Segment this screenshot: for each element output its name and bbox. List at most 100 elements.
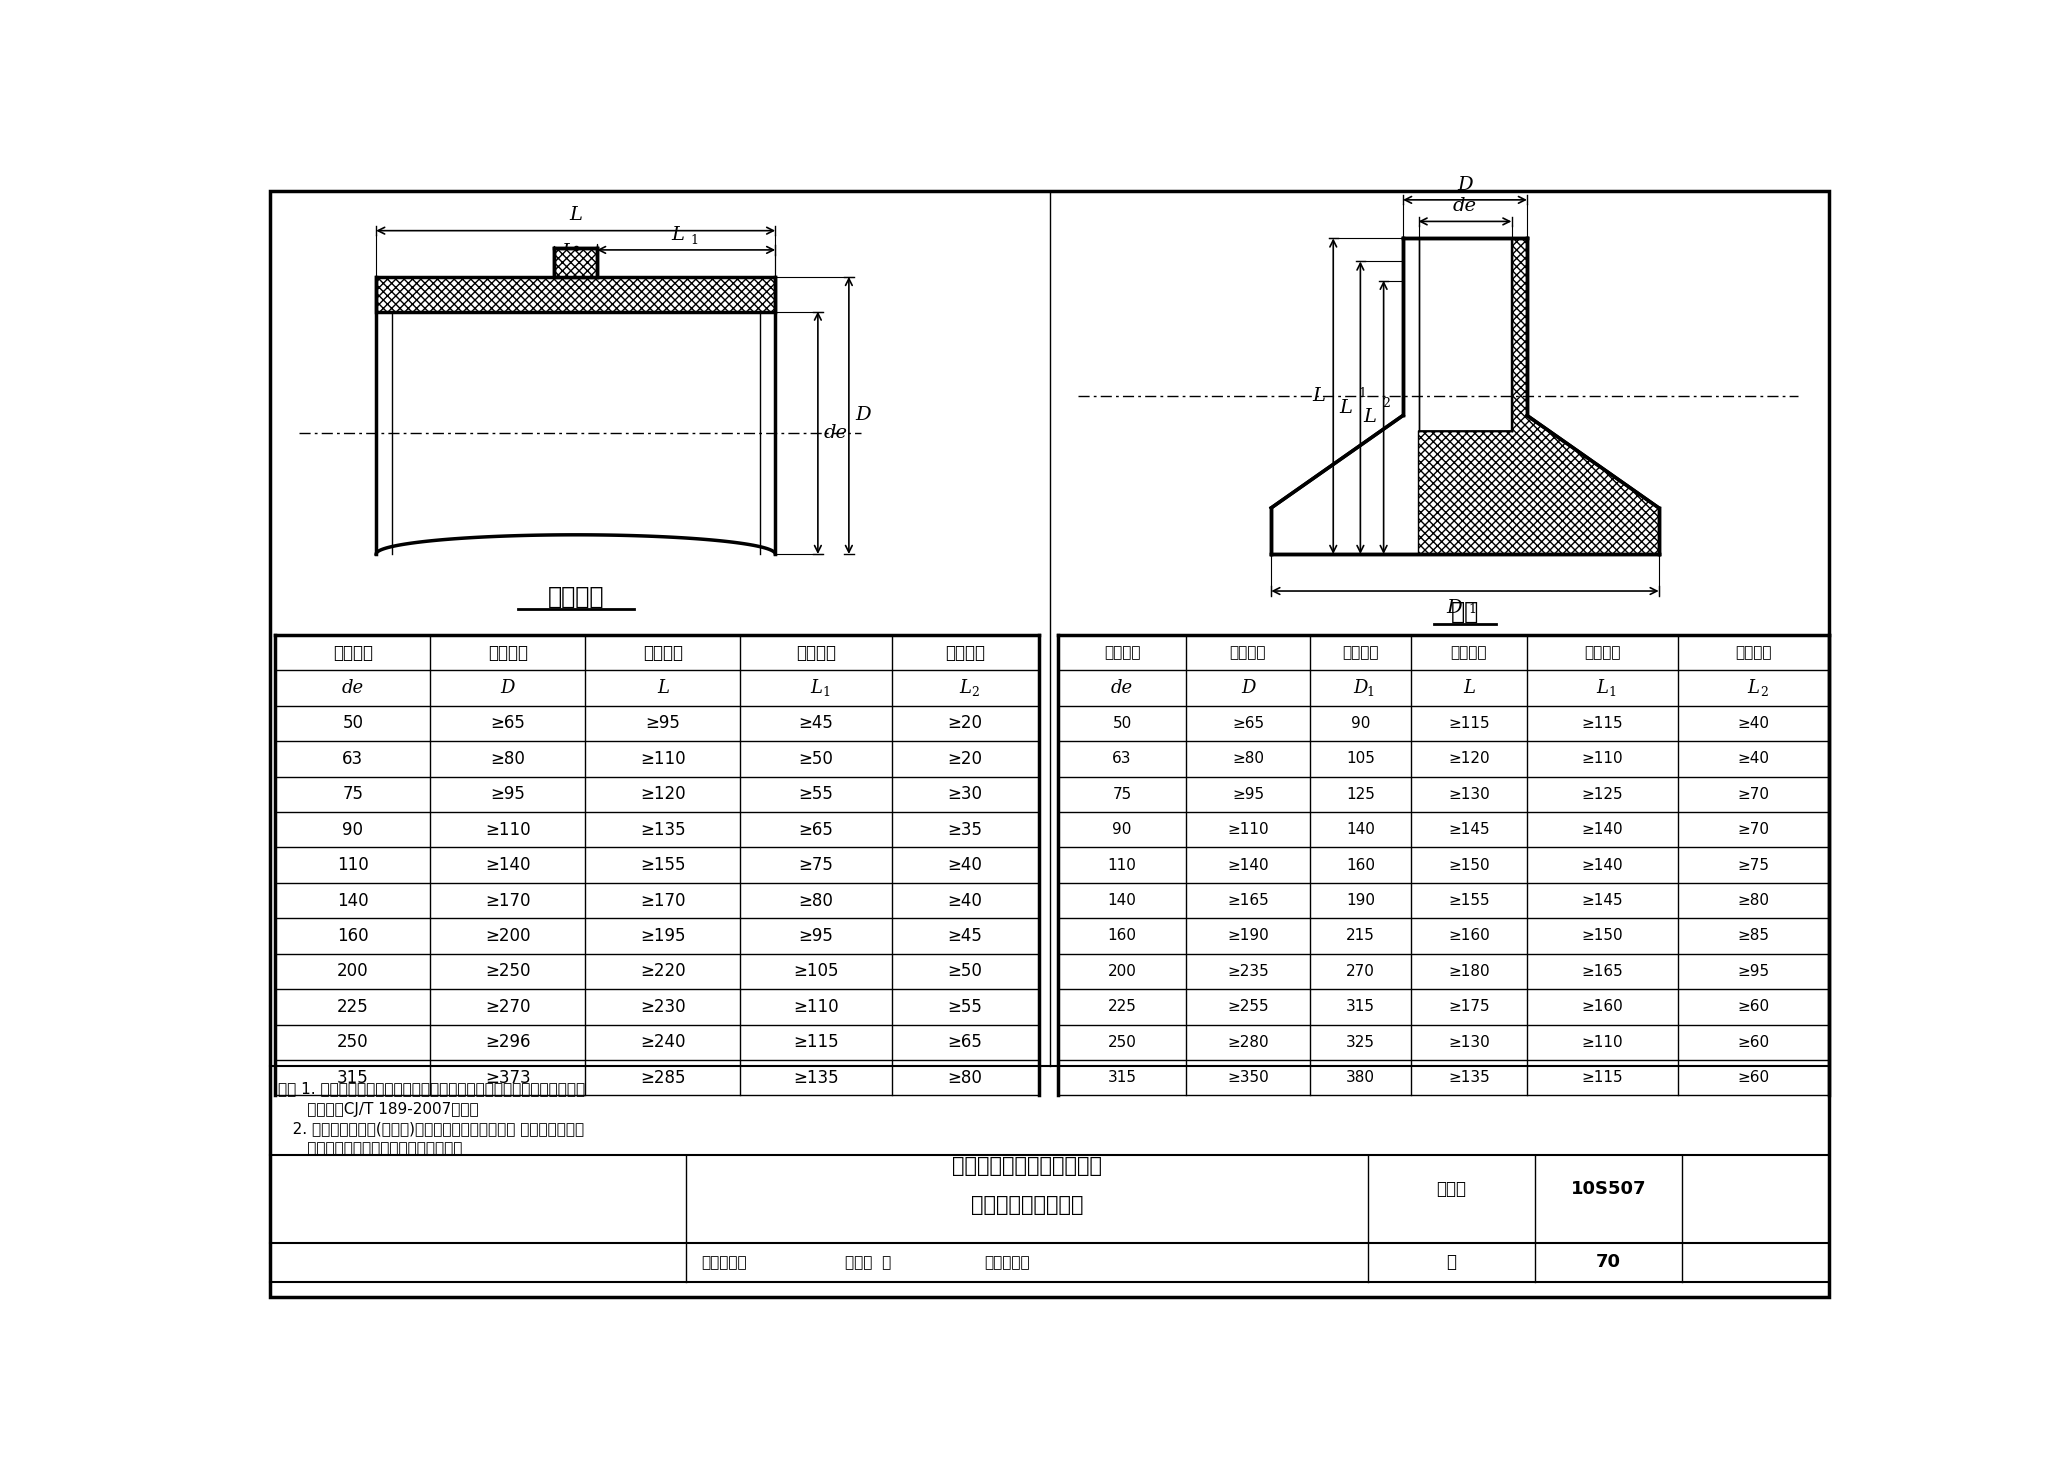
Text: ≥30: ≥30	[948, 785, 983, 803]
Text: ≥160: ≥160	[1581, 999, 1624, 1015]
Text: ≥105: ≥105	[793, 962, 840, 981]
Text: 225: 225	[338, 997, 369, 1016]
Text: ≥200: ≥200	[485, 927, 530, 946]
Text: 管件外径: 管件外径	[1341, 645, 1378, 660]
Text: ≥45: ≥45	[799, 714, 834, 732]
Text: ≥110: ≥110	[1227, 822, 1270, 837]
Text: ≥250: ≥250	[485, 962, 530, 981]
Text: 200: 200	[338, 962, 369, 981]
Text: ≥50: ≥50	[948, 962, 983, 981]
Text: ≥270: ≥270	[485, 997, 530, 1016]
Text: ≥175: ≥175	[1448, 999, 1489, 1015]
Text: ≥145: ≥145	[1448, 822, 1489, 837]
Text: 380: 380	[1346, 1071, 1374, 1086]
Text: 塑料电熴管件（一）: 塑料电熴管件（一）	[971, 1195, 1083, 1215]
Text: de: de	[342, 679, 365, 697]
Text: ≥190: ≥190	[1227, 928, 1270, 944]
Text: 插入深度: 插入深度	[797, 644, 836, 661]
Text: ≥20: ≥20	[948, 714, 983, 732]
Text: ≥75: ≥75	[1737, 857, 1769, 872]
Text: 140: 140	[1346, 822, 1374, 837]
Text: ≥110: ≥110	[1581, 751, 1624, 766]
Text: ≥120: ≥120	[641, 785, 686, 803]
Text: ≥115: ≥115	[1581, 716, 1624, 731]
Text: 插入深度: 插入深度	[1585, 645, 1620, 660]
Text: ≥255: ≥255	[1227, 999, 1270, 1015]
Text: 管件外径: 管件外径	[487, 644, 528, 661]
Text: 75: 75	[1112, 787, 1133, 801]
Text: ≥70: ≥70	[1737, 822, 1769, 837]
Text: ≥140: ≥140	[1227, 857, 1270, 872]
Text: ≥140: ≥140	[485, 856, 530, 873]
Text: ≥155: ≥155	[641, 856, 686, 873]
Text: 1: 1	[1358, 387, 1366, 401]
Text: 63: 63	[1112, 751, 1133, 766]
Text: 公称直径: 公称直径	[334, 644, 373, 661]
Polygon shape	[1419, 239, 1659, 554]
Text: ≥95: ≥95	[1233, 787, 1264, 801]
Text: ≥65: ≥65	[489, 714, 526, 732]
Text: 160: 160	[1346, 857, 1374, 872]
Text: ≥135: ≥135	[793, 1068, 840, 1087]
Text: 2. 钉丝网骨架塑料(聚乙烯)复合管材的参编单位为： 广东东方管业有: 2. 钉丝网骨架塑料(聚乙烯)复合管材的参编单位为： 广东东方管业有	[279, 1121, 584, 1137]
Text: 管件长度: 管件长度	[643, 644, 682, 661]
Text: ≥140: ≥140	[1581, 857, 1624, 872]
Text: 90: 90	[1352, 716, 1370, 731]
Polygon shape	[377, 277, 776, 311]
Text: 审核曲申围: 审核曲申围	[702, 1255, 748, 1270]
Text: ≥35: ≥35	[948, 820, 983, 838]
Text: 50: 50	[1112, 716, 1133, 731]
Text: ≥135: ≥135	[1448, 1071, 1489, 1086]
Text: 215: 215	[1346, 928, 1374, 944]
Text: L: L	[809, 679, 821, 697]
Text: ≥65: ≥65	[948, 1033, 983, 1052]
Text: 250: 250	[1108, 1034, 1137, 1050]
Text: D: D	[856, 407, 870, 424]
Text: 等径直接: 等径直接	[547, 585, 604, 608]
Text: ≥95: ≥95	[489, 785, 526, 803]
Text: 160: 160	[1108, 928, 1137, 944]
Text: ≥125: ≥125	[1581, 787, 1624, 801]
Text: ≥135: ≥135	[641, 820, 686, 838]
Text: 公称直径: 公称直径	[1104, 645, 1141, 660]
Text: ≥110: ≥110	[485, 820, 530, 838]
Text: 图集号: 图集号	[1436, 1180, 1466, 1199]
Text: 250: 250	[338, 1033, 369, 1052]
Text: 校对黄  波: 校对黄 波	[846, 1255, 891, 1270]
Text: L: L	[958, 679, 971, 697]
Text: ≥280: ≥280	[1227, 1034, 1270, 1050]
Text: ≥40: ≥40	[1737, 716, 1769, 731]
Text: ≥55: ≥55	[948, 997, 983, 1016]
Text: 50: 50	[342, 714, 362, 732]
Text: 2: 2	[1759, 686, 1767, 700]
Text: 90: 90	[342, 820, 362, 838]
Text: 105: 105	[1346, 751, 1374, 766]
Text: ≥60: ≥60	[1737, 1034, 1769, 1050]
Text: L: L	[1462, 679, 1475, 697]
Text: 110: 110	[338, 856, 369, 873]
Text: ≥40: ≥40	[1737, 751, 1769, 766]
Text: ≥45: ≥45	[948, 927, 983, 946]
Text: ≥170: ≥170	[641, 891, 686, 909]
Text: 设计吴堂堂: 设计吴堂堂	[985, 1255, 1030, 1270]
Text: 315: 315	[1108, 1071, 1137, 1086]
Text: 1: 1	[690, 234, 698, 247]
Text: 管件外径: 管件外径	[1229, 645, 1266, 660]
Text: ≥110: ≥110	[641, 750, 686, 767]
Text: 注： 1. 本图根据城镇建设行业标准《钉丝网骨架塑料（聚乙烯）复合管材: 注： 1. 本图根据城镇建设行业标准《钉丝网骨架塑料（聚乙烯）复合管材	[279, 1081, 586, 1096]
Text: ≥70: ≥70	[1737, 787, 1769, 801]
Text: ≥65: ≥65	[1233, 716, 1264, 731]
Text: 1: 1	[1610, 686, 1616, 700]
Text: 160: 160	[338, 927, 369, 946]
Text: ≥180: ≥180	[1448, 963, 1489, 980]
Text: 管件长度: 管件长度	[1450, 645, 1487, 660]
Text: ≥285: ≥285	[641, 1068, 686, 1087]
Text: ≥145: ≥145	[1581, 893, 1624, 907]
Text: L: L	[1597, 679, 1608, 697]
Text: ≥165: ≥165	[1581, 963, 1624, 980]
Text: L: L	[1362, 408, 1376, 426]
Text: 140: 140	[1108, 893, 1137, 907]
Text: ≥230: ≥230	[641, 997, 686, 1016]
Text: ≥55: ≥55	[799, 785, 834, 803]
Text: ≥20: ≥20	[948, 750, 983, 767]
